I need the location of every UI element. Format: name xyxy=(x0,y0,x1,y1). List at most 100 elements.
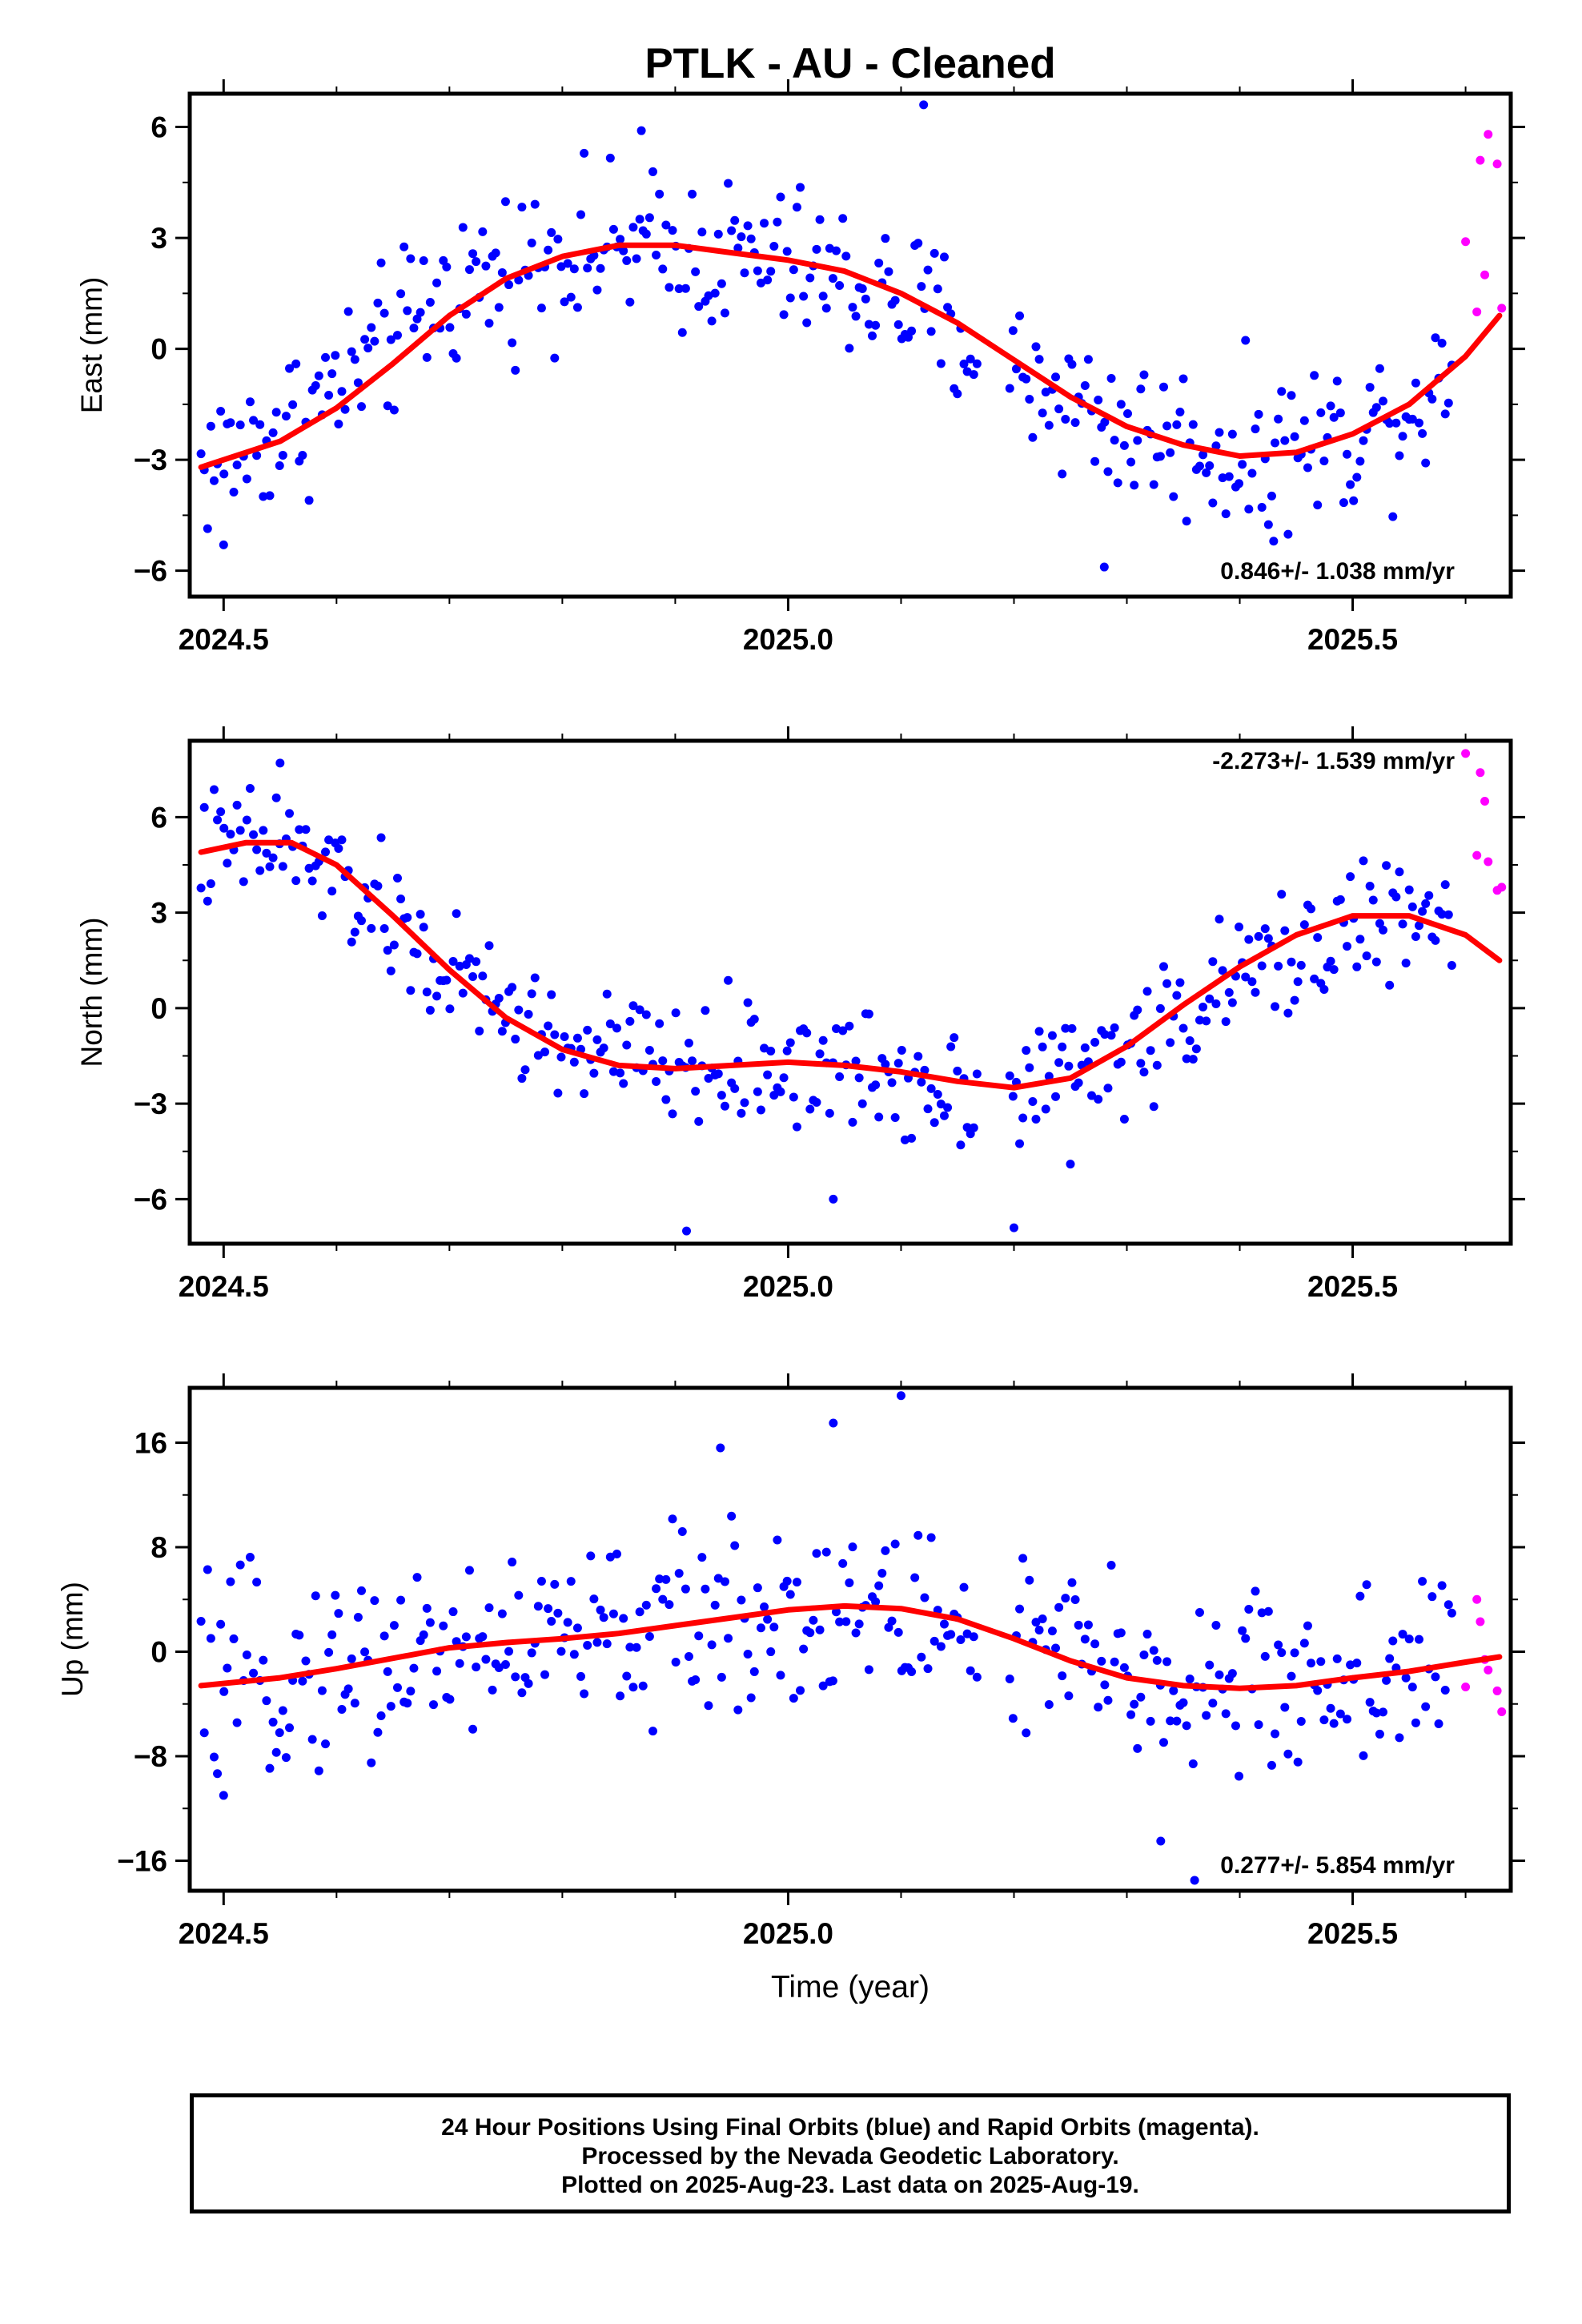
final-orbit-point xyxy=(1398,1630,1407,1639)
final-orbit-point xyxy=(674,284,684,294)
final-orbit-point xyxy=(635,1607,644,1617)
final-orbit-point xyxy=(468,1724,478,1734)
final-orbit-point xyxy=(327,887,337,896)
final-orbit-point xyxy=(1254,409,1263,419)
final-orbit-point xyxy=(464,954,474,963)
final-orbit-point xyxy=(737,1595,746,1605)
final-orbit-point xyxy=(412,949,422,959)
final-orbit-point xyxy=(939,1619,949,1629)
final-orbit-point xyxy=(871,1597,881,1606)
final-orbit-point xyxy=(252,451,262,460)
rapid-orbit-point xyxy=(1472,850,1482,860)
final-orbit-point xyxy=(933,284,942,294)
final-orbit-point xyxy=(1371,403,1381,412)
final-orbit-point xyxy=(1349,496,1359,505)
final-orbit-point xyxy=(412,314,422,324)
final-orbit-point xyxy=(658,1594,668,1604)
x-axis-label: Time (year) xyxy=(771,1970,930,2004)
final-orbit-point xyxy=(324,1647,334,1657)
final-orbit-point xyxy=(500,1660,510,1670)
final-orbit-point xyxy=(389,1621,399,1630)
final-orbit-point xyxy=(910,1573,920,1582)
final-orbit-point xyxy=(684,1038,693,1047)
final-orbit-point xyxy=(1269,537,1279,546)
final-orbit-point xyxy=(966,354,975,364)
final-orbit-point xyxy=(1152,1655,1162,1665)
final-orbit-point xyxy=(622,1671,632,1681)
final-orbit-point xyxy=(1009,1223,1018,1232)
final-orbit-point xyxy=(1133,1005,1142,1015)
final-orbit-point xyxy=(347,937,356,947)
final-orbit-point xyxy=(959,360,969,369)
final-orbit-point xyxy=(1208,498,1218,508)
final-orbit-point xyxy=(818,292,828,301)
final-orbit-point xyxy=(425,298,435,308)
final-orbit-point xyxy=(756,1623,765,1633)
final-orbit-point xyxy=(1054,404,1064,414)
final-orbit-point xyxy=(1343,942,1352,951)
final-orbit-point xyxy=(268,428,278,437)
final-orbit-point xyxy=(1215,1670,1224,1679)
rapid-orbit-point xyxy=(1497,304,1507,313)
final-orbit-point xyxy=(232,1718,242,1727)
final-orbit-point xyxy=(835,1617,845,1626)
final-orbit-point xyxy=(1391,892,1401,902)
final-orbit-point xyxy=(743,1650,753,1659)
final-orbit-point xyxy=(1303,1621,1312,1630)
final-orbit-point xyxy=(1339,498,1348,508)
final-orbit-point xyxy=(1299,920,1309,930)
final-orbit-point xyxy=(658,1056,668,1066)
final-orbit-point xyxy=(301,825,311,834)
final-orbit-point xyxy=(907,1667,917,1677)
final-orbit-point xyxy=(209,785,219,794)
final-orbit-point xyxy=(478,971,488,981)
final-orbit-point xyxy=(1221,509,1231,519)
final-orbit-point xyxy=(953,1066,962,1076)
final-orbit-point xyxy=(707,316,717,326)
y-tick-label: 6 xyxy=(151,801,167,834)
final-orbit-point xyxy=(1355,456,1365,466)
final-orbit-point xyxy=(275,1728,284,1738)
final-orbit-point xyxy=(661,220,671,230)
final-orbit-point xyxy=(845,1021,854,1031)
final-orbit-point xyxy=(285,809,295,818)
final-orbit-point xyxy=(1267,491,1276,501)
final-orbit-point xyxy=(1326,1703,1335,1713)
final-orbit-point xyxy=(1247,977,1257,987)
final-orbit-point xyxy=(1388,512,1398,521)
final-orbit-point xyxy=(969,1123,978,1132)
final-orbit-point xyxy=(379,923,389,933)
rapid-orbit-point xyxy=(1497,883,1507,892)
final-orbit-point xyxy=(704,1073,713,1083)
final-orbit-point xyxy=(209,1752,219,1762)
final-orbit-point xyxy=(812,244,821,254)
final-orbit-point xyxy=(1218,966,1227,975)
final-orbit-point xyxy=(881,1546,890,1555)
final-orbit-point xyxy=(628,1001,638,1011)
final-orbit-point xyxy=(1195,1607,1204,1617)
final-orbit-point xyxy=(972,1672,982,1682)
final-orbit-point xyxy=(644,1046,654,1055)
final-orbit-point xyxy=(478,227,488,236)
final-orbit-point xyxy=(553,1088,563,1098)
final-orbit-point xyxy=(890,296,900,305)
final-orbit-point xyxy=(871,320,881,330)
final-orbit-point xyxy=(1215,915,1224,924)
final-orbit-point xyxy=(550,1030,560,1039)
final-orbit-point xyxy=(730,1084,740,1093)
final-orbit-point xyxy=(213,815,223,825)
final-orbit-point xyxy=(688,189,697,199)
final-orbit-point xyxy=(796,1686,805,1695)
final-orbit-point xyxy=(1205,994,1215,1003)
final-orbit-point xyxy=(1329,412,1339,422)
final-orbit-point xyxy=(792,1578,801,1587)
final-orbit-point xyxy=(491,248,500,258)
final-orbit-point xyxy=(383,946,392,955)
final-orbit-point xyxy=(350,1699,359,1708)
final-orbit-point xyxy=(500,197,510,207)
final-orbit-point xyxy=(367,1758,376,1767)
final-orbit-point xyxy=(1267,1760,1276,1770)
final-orbit-point xyxy=(825,1108,834,1118)
final-orbit-point xyxy=(321,352,331,362)
final-orbit-point xyxy=(1343,1715,1352,1724)
